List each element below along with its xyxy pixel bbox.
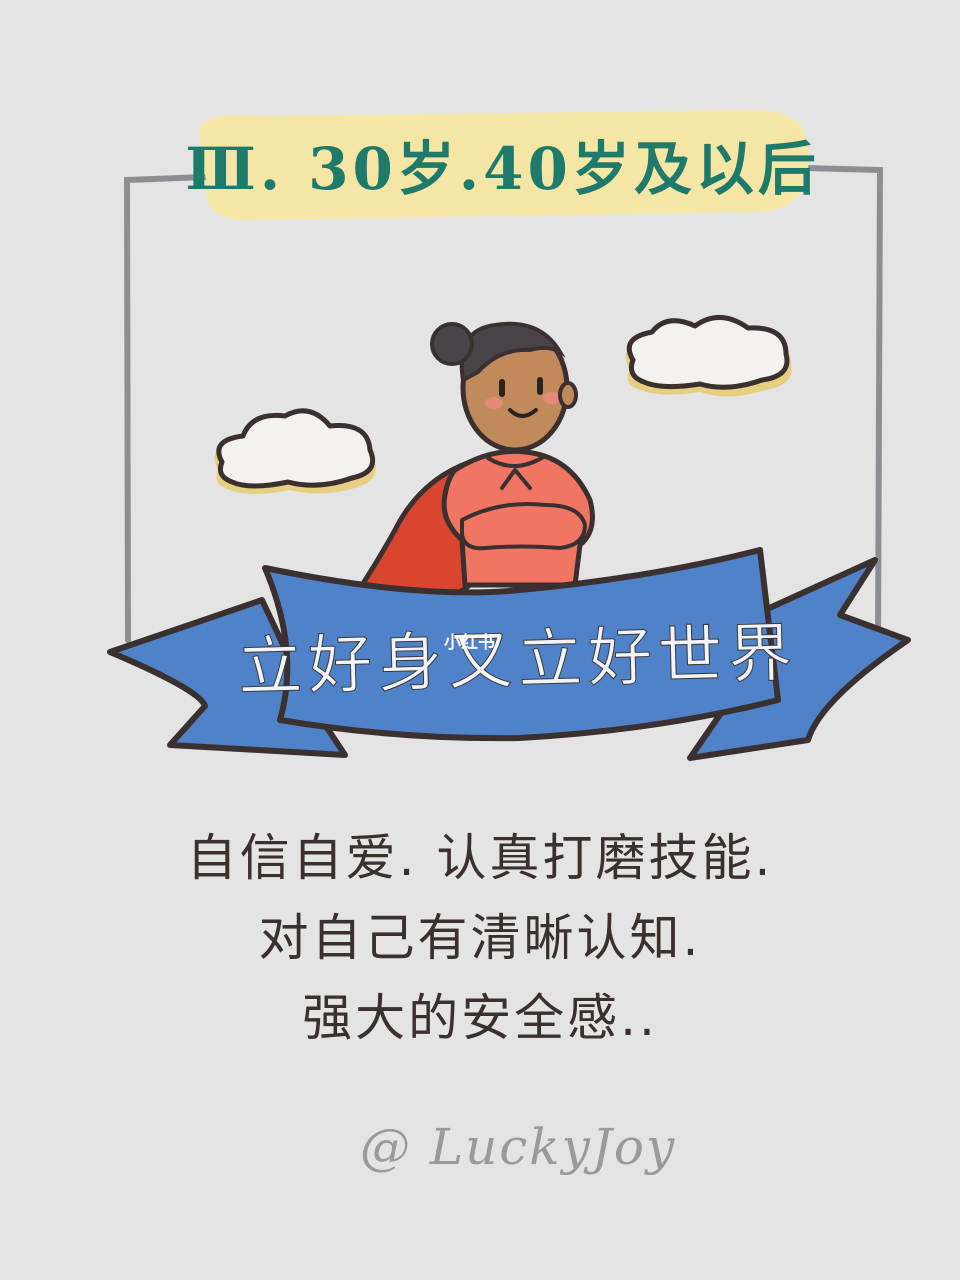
frame-lines <box>123 165 884 643</box>
smile <box>508 408 538 418</box>
author-signature: @ LuckyJoy <box>360 1118 677 1176</box>
banner-text: 立好身又立好世界 <box>237 616 800 706</box>
caption-line: 自信自爱. 认真打磨技能. <box>186 829 774 887</box>
page-title: Ⅲ. 30岁.40岁及以后 <box>185 135 820 203</box>
caption-line: 强大的安全感.. <box>302 989 658 1047</box>
cloud-right <box>625 315 792 397</box>
ear <box>558 381 578 409</box>
caption-line: 对自己有清晰认知. <box>258 909 702 967</box>
banner <box>262 547 781 742</box>
watermark-logo: 小红书 <box>444 633 495 653</box>
hair <box>459 321 566 384</box>
caption: 自信自爱. 认真打磨技能. 对自己有清晰认知. 强大的安全感.. <box>160 818 800 1058</box>
title-band: Ⅲ. 30岁.40岁及以后 <box>185 108 816 220</box>
banner-label: 立好身又立好世界 <box>237 593 800 717</box>
collar <box>486 454 547 490</box>
arms <box>460 502 587 551</box>
cheek-left <box>485 397 503 409</box>
title-highlight <box>198 110 809 221</box>
hair-bun <box>430 322 474 366</box>
cloud-left <box>214 408 376 494</box>
cheek-right <box>543 392 561 404</box>
